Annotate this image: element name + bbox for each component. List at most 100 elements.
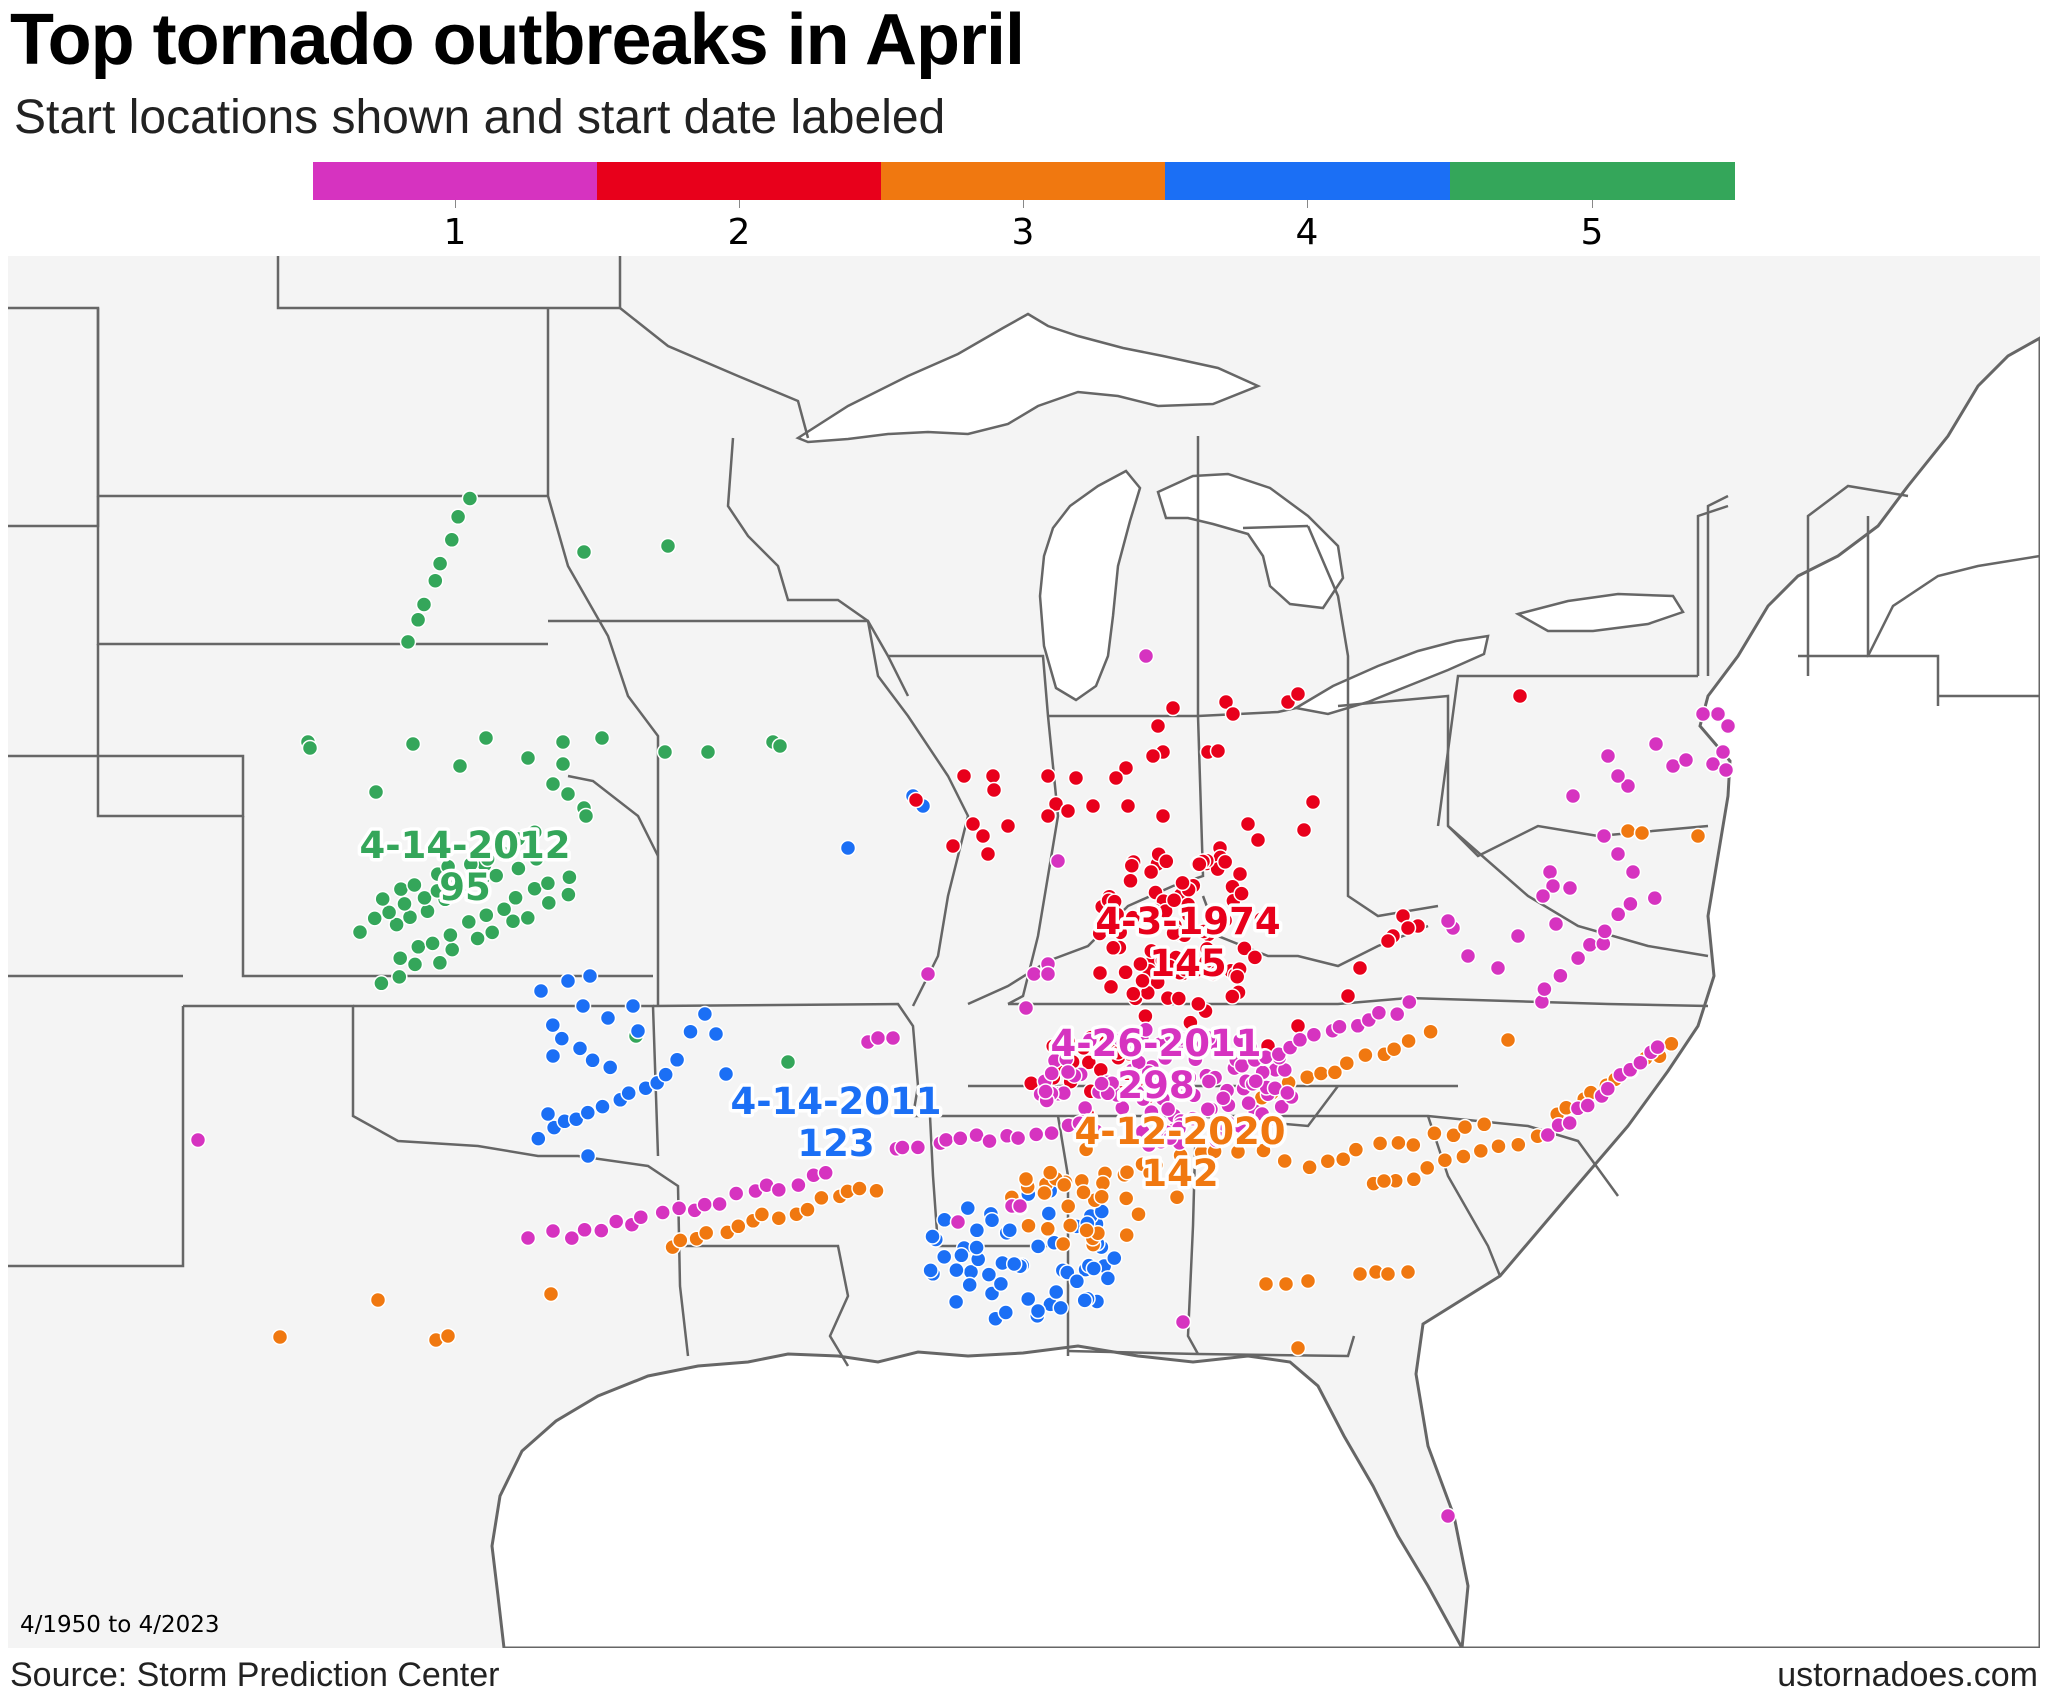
tornado-dot bbox=[894, 1139, 911, 1156]
tornado-dot bbox=[924, 1228, 941, 1245]
tornado-dot bbox=[271, 1328, 289, 1346]
tornado-dot bbox=[1561, 879, 1579, 897]
tornado-dot bbox=[1130, 1205, 1147, 1223]
tornado-dot bbox=[1619, 777, 1637, 795]
tornado-dot bbox=[1043, 1065, 1060, 1082]
tornado-dot bbox=[443, 941, 461, 958]
tornado-dot bbox=[1029, 1238, 1047, 1255]
tornado-dot bbox=[1289, 1339, 1307, 1357]
tornado-dot bbox=[959, 1199, 977, 1217]
dots-rank-4 bbox=[530, 787, 1123, 1327]
tornado-dot bbox=[981, 1132, 998, 1150]
gulf-of-mexico bbox=[490, 1344, 1464, 1648]
tornado-dot bbox=[380, 904, 398, 921]
tornado-dot bbox=[968, 1239, 985, 1256]
legend-swatch-1 bbox=[313, 162, 597, 200]
tornado-dot bbox=[601, 1059, 619, 1076]
tornado-dot bbox=[1489, 959, 1507, 977]
tornado-dot bbox=[1347, 1141, 1365, 1158]
tornado-dot bbox=[528, 850, 545, 868]
tornado-dot bbox=[1422, 1023, 1439, 1040]
tornado-dot bbox=[1154, 807, 1172, 825]
tornado-dot bbox=[1187, 1050, 1204, 1068]
tornado-dot bbox=[955, 767, 973, 785]
tornado-dot bbox=[452, 880, 470, 898]
tornado-dot bbox=[553, 1030, 571, 1047]
tornado-dot bbox=[1180, 906, 1198, 924]
tornado-dot bbox=[1039, 1220, 1057, 1238]
tornado-dot bbox=[682, 1023, 699, 1040]
tornado-dot bbox=[670, 1200, 688, 1217]
tornado-dot bbox=[947, 1293, 965, 1311]
tornado-dot bbox=[1107, 769, 1125, 787]
tornado-dot bbox=[1055, 1176, 1073, 1194]
tornado-dot bbox=[1216, 1116, 1233, 1133]
outbreak-count-1: 298 bbox=[1117, 1064, 1194, 1107]
tornado-dot bbox=[1510, 1136, 1527, 1153]
tornado-dot bbox=[1400, 1032, 1417, 1050]
tornado-dot bbox=[607, 1213, 625, 1230]
tornado-dot bbox=[1534, 887, 1552, 905]
tornado-dot bbox=[1273, 1098, 1290, 1115]
tornado-dot bbox=[519, 749, 537, 767]
tornado-dot bbox=[439, 1327, 457, 1345]
tornado-dot bbox=[1188, 961, 1206, 979]
tornado-dot bbox=[1124, 909, 1141, 926]
tornado-dot bbox=[410, 938, 427, 956]
tornado-dot bbox=[1646, 889, 1664, 907]
tornado-dot bbox=[509, 830, 527, 848]
tornado-dot bbox=[1379, 1265, 1397, 1283]
tornado-dot bbox=[399, 633, 417, 651]
tornado-dot bbox=[790, 1176, 807, 1194]
tornado-dot bbox=[817, 1164, 834, 1182]
tornado-dot bbox=[753, 1206, 771, 1223]
tornado-dot bbox=[1102, 978, 1120, 996]
tornado-dot bbox=[1456, 1118, 1474, 1136]
page-subtitle: Start locations shown and start date lab… bbox=[14, 91, 946, 144]
tornado-dot bbox=[672, 1232, 689, 1249]
tornado-dot bbox=[579, 1147, 597, 1165]
outbreak-count-4: 123 bbox=[797, 1122, 874, 1165]
tornado-dot bbox=[1025, 965, 1043, 983]
tornado-dot bbox=[1059, 1198, 1077, 1215]
tornado-dot bbox=[1257, 1275, 1275, 1293]
tornado-dot bbox=[1047, 1283, 1065, 1301]
tornado-dot bbox=[1599, 1080, 1617, 1097]
tornado-dot bbox=[1499, 1031, 1517, 1049]
tornado-dot bbox=[668, 1051, 686, 1069]
tornado-dot bbox=[1081, 1032, 1099, 1049]
tornado-dot bbox=[992, 1275, 1010, 1293]
tornado-dot bbox=[1426, 1125, 1443, 1142]
tornado-dot bbox=[561, 868, 578, 886]
tornado-dot bbox=[1157, 1049, 1174, 1067]
tornado-dot bbox=[997, 1304, 1015, 1321]
tornado-dot bbox=[813, 1189, 830, 1207]
tornado-dot bbox=[1047, 795, 1065, 813]
tornado-dot bbox=[1163, 1027, 1180, 1045]
tornado-dot bbox=[948, 1261, 965, 1279]
tornado-dot bbox=[1357, 1046, 1374, 1064]
outbreak-date-1: 4-26-2011 bbox=[1051, 1022, 1262, 1065]
tornado-dot bbox=[542, 1285, 560, 1303]
tornado-dot bbox=[1190, 995, 1207, 1013]
tornado-dot bbox=[593, 1222, 610, 1239]
tornado-dot bbox=[1405, 1136, 1422, 1154]
state-borders bbox=[8, 256, 2040, 1367]
tornado-dot bbox=[1200, 1073, 1218, 1090]
tornado-dot bbox=[964, 815, 982, 833]
legend-label-2: 2 bbox=[727, 212, 751, 253]
legend-swatch-2 bbox=[597, 162, 881, 200]
tornado-dot bbox=[1111, 924, 1129, 941]
tornado-dot bbox=[449, 508, 467, 526]
tornado-dot bbox=[1475, 1116, 1493, 1133]
tornado-dot bbox=[1005, 1255, 1023, 1273]
lake-superior bbox=[795, 312, 1262, 444]
tornado-dot bbox=[1093, 1075, 1110, 1092]
tornado-dot bbox=[510, 860, 527, 877]
tornado-dot bbox=[1144, 747, 1162, 765]
tornado-dot bbox=[1147, 1080, 1165, 1098]
tornado-dot bbox=[1599, 747, 1617, 765]
tornado-dot bbox=[629, 1022, 647, 1040]
tornado-dot bbox=[1117, 964, 1134, 981]
tornado-dot bbox=[391, 968, 408, 986]
